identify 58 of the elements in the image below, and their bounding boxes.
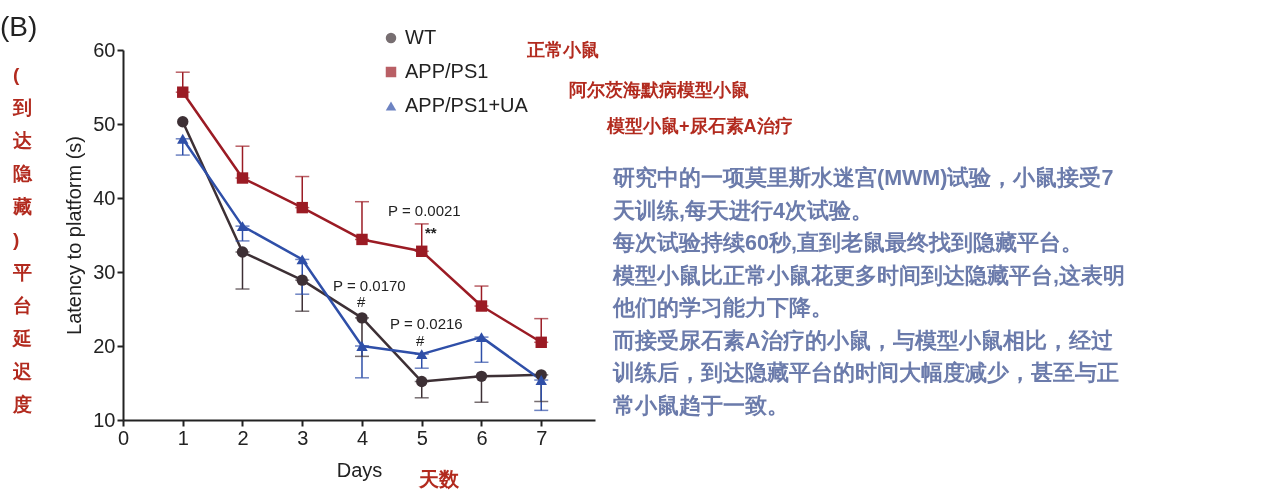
- point: [236, 172, 249, 184]
- annotation: 正常小鼠: [526, 40, 599, 60]
- x-tick-label: 3: [297, 426, 309, 449]
- annotation: **: [425, 224, 437, 241]
- x-tick-label: 5: [416, 426, 428, 449]
- text: 常小鼠趋于一致。: [613, 393, 789, 418]
- point: [475, 370, 488, 383]
- point: [296, 274, 308, 286]
- text: 研究中的一项莫里斯水迷宫(MWM)试验，小鼠接受7: [612, 165, 1114, 190]
- legend-label: APP/PS1: [405, 60, 489, 82]
- x-axis-title: Days: [336, 458, 383, 481]
- point: [535, 375, 547, 385]
- annotation: P = 0.0216: [390, 315, 463, 332]
- point: [296, 254, 308, 265]
- annotation: P = 0.0021: [388, 202, 461, 219]
- annotation: #: [357, 293, 366, 310]
- text: 模型小鼠+尿石素A治疗: [606, 116, 793, 136]
- y-tick-label: 30: [93, 260, 116, 283]
- y-tick-label: 40: [93, 186, 116, 209]
- x-tick-label: 0: [117, 426, 130, 449]
- point: [236, 246, 249, 258]
- point: [177, 86, 189, 98]
- y-tick-label: 50: [93, 112, 116, 135]
- point: [356, 312, 368, 324]
- x-tick-label: 1: [177, 426, 189, 449]
- point: [535, 336, 547, 348]
- y-tick-label: 20: [93, 334, 116, 357]
- x-tick-label: 2: [237, 426, 249, 449]
- point: [416, 349, 428, 360]
- point: [236, 221, 249, 232]
- text: (到达隐藏)平台延迟度: [13, 64, 32, 415]
- point: [475, 300, 488, 312]
- point: [416, 375, 428, 388]
- point: [416, 245, 428, 257]
- text: 天数: [418, 468, 460, 490]
- text: 模型小鼠比正常小鼠花更多时间到达隐藏平台,这表明: [612, 262, 1125, 288]
- legend-label: APP/PS1+UA: [405, 94, 529, 116]
- annotation: P = 0.0170: [333, 277, 406, 294]
- point: [296, 201, 308, 214]
- y-axis-title: Latency to platform (s): [63, 136, 86, 335]
- annotation: 阿尔茨海默病模型小鼠: [569, 80, 749, 100]
- text: (B): [0, 11, 38, 42]
- text: 每次试验持续60秒,直到老鼠最终找到隐藏平台。: [612, 231, 1083, 255]
- point: [177, 133, 189, 144]
- x-tick-label: 7: [536, 426, 548, 449]
- annotation: #: [416, 332, 425, 349]
- text: 他们的学习能力下降。: [612, 296, 833, 320]
- y-tick-label: 60: [93, 38, 116, 61]
- text: 训练后，到达隐藏平台的时间大幅度减少，甚至与正: [612, 360, 1119, 385]
- point: [356, 341, 368, 351]
- x-tick-label: 4: [356, 426, 369, 449]
- legend-label: WT: [405, 26, 437, 48]
- point: [177, 116, 189, 128]
- text: 而接受尿石素A治疗的小鼠，与模型小鼠相比，经过: [612, 328, 1113, 353]
- x-tick-label: 6: [476, 426, 488, 449]
- y-tick-label: 10: [93, 408, 116, 431]
- text: 天训练,每天进行4次试验。: [612, 198, 873, 223]
- point: [356, 233, 368, 246]
